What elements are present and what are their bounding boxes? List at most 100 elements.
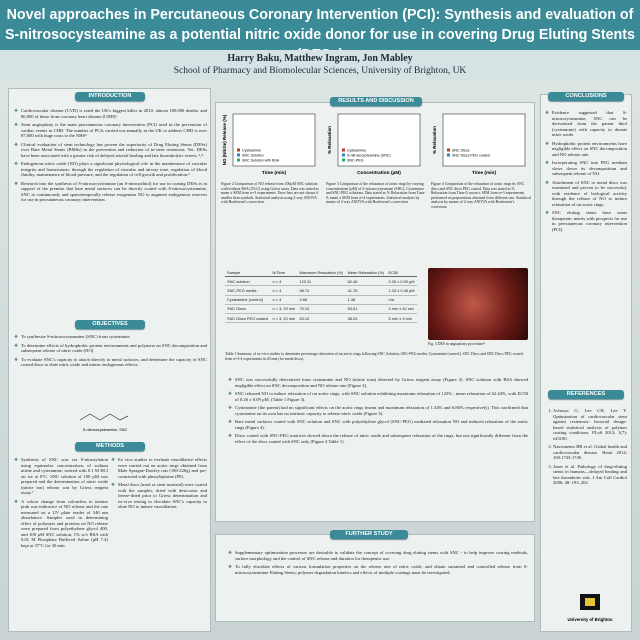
list-item: Bare metal surfaces coated with SNC solu… <box>228 419 528 430</box>
table-cell: n = 4 <box>270 285 298 296</box>
legend-label: Cysteamine <box>242 148 261 152</box>
section-heading: INTRODUCTION <box>75 92 145 101</box>
list-item: Ex vivo studies to evaluate vasodilative… <box>111 457 207 479</box>
legend-swatch <box>342 148 345 152</box>
y-axis-title: NO (Nitrite) Release (%) <box>222 114 227 165</box>
table-cell: 38.25 <box>345 313 387 324</box>
objectives-list: To synthesise S-nitrosocysteamine (SNC) … <box>14 334 207 368</box>
legend-swatch <box>342 153 345 157</box>
further-list: Supplementary optimization processes are… <box>228 550 528 575</box>
list-item: To synthesise S-nitrosocysteamine (SNC) … <box>14 334 207 340</box>
photo-caption: Fig. 5 DES in angioplasty procedure⁸ <box>428 342 485 346</box>
title-band: Novel approaches in Percutaneous Coronar… <box>0 0 640 63</box>
table-cell: 63.61 <box>345 304 387 314</box>
table-header-cell: N/Time <box>270 268 298 278</box>
table-row: Cysteamine (control) n = 4 9.86 1.38 n/a <box>225 295 417 305</box>
table-cell: 75.10 <box>297 304 346 314</box>
table-caption: Table 1 Summary of ex-vivo studies to de… <box>225 352 524 361</box>
figure: % Relaxation Concentration (µM) Cysteamine… <box>327 113 421 176</box>
plot-frame <box>442 113 526 167</box>
legend-label: SNC Solution with BSA <box>242 158 280 162</box>
list-item: Research into the synthesis of S-nitroso… <box>14 181 207 203</box>
table-cell: 98.74 <box>297 285 346 296</box>
section-heading: CONCLUSIONS <box>548 92 624 101</box>
title: Novel approaches in Percutaneous Coronar… <box>6 7 634 23</box>
list-item: Endogenous nitric oxide (NO) plays a sig… <box>14 161 207 178</box>
intro-list: Cardiovascular disease (CVD) is rated th… <box>14 108 207 203</box>
figure-caption: Figure 4 Comparison of the relaxation of… <box>431 182 531 209</box>
legend-swatch <box>237 148 240 152</box>
legend-swatch <box>447 148 450 152</box>
x-axis-title: Time (min) <box>472 170 497 176</box>
table-cell: n = 4 <box>270 276 298 287</box>
table-cell: 62.46 <box>345 276 387 287</box>
author-band: Harry Baku, Matthew Ingram, Jon Mabley S… <box>0 50 640 80</box>
list-item: Joner et al. Pathology of drug-eluting s… <box>553 464 627 486</box>
list-item: Clinical evaluation of stent technology … <box>14 142 207 159</box>
list-item: Supplementary optimization processes are… <box>228 550 528 561</box>
table-cell: SNC Discs <box>225 304 271 314</box>
table: Sample N/Time Maximum Relaxation (%) Mean R… <box>225 268 417 324</box>
table-cell: 123.11 <box>297 276 346 287</box>
methods-col2: Ex vivo studies to evaluate vasodilative… <box>111 457 207 629</box>
list-item: Incorporating SNC into PEG medium slows … <box>545 160 627 177</box>
section-heading: FURTHER STUDY <box>330 530 408 539</box>
section-heading: RESULTS AND DISCUSSION <box>330 97 422 106</box>
list-item: Metal discs (used as stent material) wer… <box>111 482 207 510</box>
table-cell: 41.76 <box>345 285 387 296</box>
list-item: SNC released NO to induce relaxation of … <box>228 391 528 402</box>
table-cell: n = 4 <box>270 295 298 305</box>
figure-caption: Figure 3 Comparison of the relaxation of… <box>326 182 425 205</box>
table-wrap: Sample N/Time Maximum Relaxation (%) Mean R… <box>225 268 417 324</box>
list-item: SNC eluting stents have some therapeutic… <box>545 210 627 232</box>
legend-swatch <box>342 158 345 162</box>
methods-list: Synthesis of SNC was via S-nitrosylation… <box>14 457 108 548</box>
table-cell: SNC solution <box>225 276 271 287</box>
list-item: Hydrophobic protein environments have ne… <box>545 141 627 158</box>
table-cell: 9.86 <box>297 295 346 305</box>
table-cell: 0.26 ± 0.09 µM <box>386 276 417 287</box>
affiliation: School of Pharmacy and Biomolecular Scie… <box>173 66 467 76</box>
structure: S-nitrosocysteamine, SNC <box>79 413 129 432</box>
table-cell: n = 3, 20 min <box>270 304 298 314</box>
table-header-cell: Sample <box>225 268 271 278</box>
intro-text: Cardiovascular disease (CVD) is rated th… <box>14 108 207 318</box>
table-row: SNC Discs n = 3, 20 min 75.10 63.61 3 min ± … <box>225 304 417 314</box>
table-row: SNC Discs PEG coated n = 3, 20 min 63.10 38… <box>225 313 417 324</box>
results-text: SNC was successfully derivatized from cy… <box>228 377 528 517</box>
table-header-cell: Mean Relaxation (%) <box>345 268 387 278</box>
list-item: To fully elucidate effects of various fo… <box>228 564 528 575</box>
conclusions-list: Evidence suggested that S-nitrosocysteam… <box>545 110 627 232</box>
methods-col1: Synthesis of SNC was via S-nitrosylation… <box>14 457 108 629</box>
figure: NO (Nitrite) Release (%) Time (min) Cystea… <box>222 113 316 176</box>
list-item: Cardiovascular disease (CVD) is rated th… <box>14 108 207 119</box>
list-item: To evaluate SNC's capacity to attach dir… <box>14 357 207 368</box>
conclusions-text: Evidence suggested that S-nitrosocysteam… <box>545 110 627 390</box>
plot-frame <box>232 113 316 167</box>
logo-mark <box>580 594 600 610</box>
list-item: A colour change from colourless to inten… <box>14 499 108 549</box>
table-cell: 1.33 ± 0.48 µM <box>386 285 417 296</box>
list-item: Attachment of SNC to metal discs was exa… <box>545 180 627 208</box>
list-item: Evidence suggested that S-nitrosocysteam… <box>545 110 627 138</box>
figure-caption: Figure 2 Comparison of NO release from 1… <box>221 182 319 205</box>
table-cell: 5 min ± 3 min <box>386 313 417 324</box>
table-cell: n/a <box>386 295 417 305</box>
authors: Harry Baku, Matthew Ingram, Jon Mabley <box>227 53 413 64</box>
section-heading: METHODS <box>75 442 145 451</box>
section-heading: OBJECTIVES <box>75 320 145 329</box>
table-header-cell: Maximum Relaxation (%) <box>297 268 346 278</box>
table-cell: 3 min ± 42 sec <box>386 304 417 314</box>
references-list: Acharya G, Lee CH, Lee Y. Optimization o… <box>545 408 627 486</box>
objectives-text: To synthesise S-nitrosocysteamine (SNC) … <box>14 334 207 414</box>
list-item: Stent angioplasty is the main percutaneo… <box>14 122 207 139</box>
results-list: SNC was successfully derivatized from cy… <box>228 377 528 444</box>
table-cell: 1.38 <box>345 295 387 305</box>
table-cell: SNC Discs PEG coated <box>225 313 271 324</box>
table-row: SNC solution n = 4 123.11 62.46 0.26 ± 0.09 … <box>225 276 417 287</box>
methods-list: Ex vivo studies to evaluate vasodilative… <box>111 457 207 510</box>
legend-swatch <box>237 153 240 157</box>
table-cell: 63.10 <box>297 313 346 324</box>
table-cell: Cysteamine (control) <box>225 295 271 305</box>
